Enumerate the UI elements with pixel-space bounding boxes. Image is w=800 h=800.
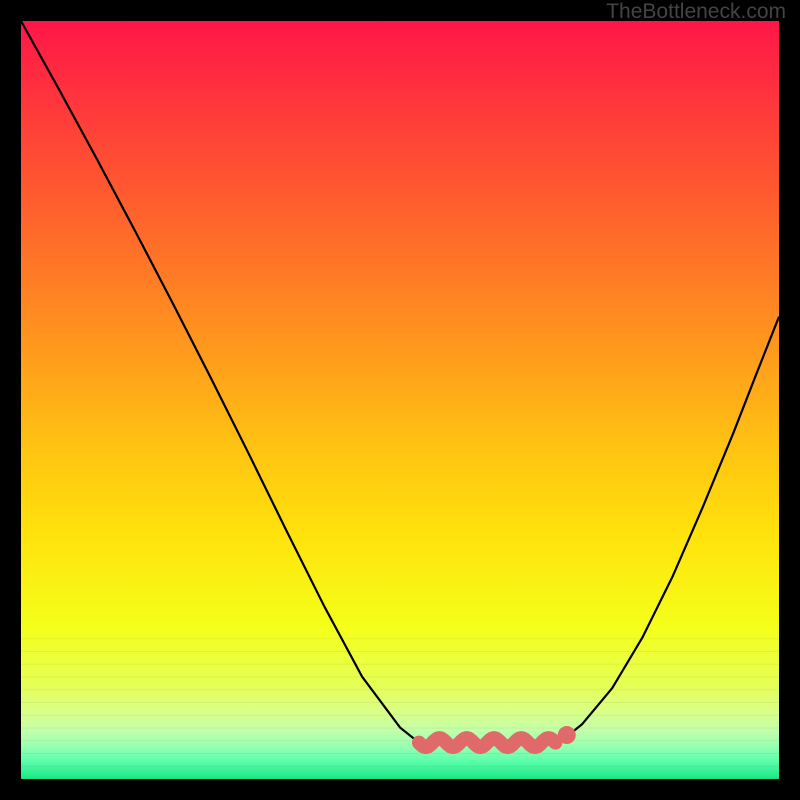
gradient-background: [21, 21, 779, 779]
watermark-text: TheBottleneck.com: [606, 0, 786, 24]
valley-marker-dot: [558, 726, 576, 744]
plot-area: [21, 21, 779, 779]
plot-svg: [21, 21, 779, 779]
chart-frame: TheBottleneck.com: [0, 0, 800, 800]
